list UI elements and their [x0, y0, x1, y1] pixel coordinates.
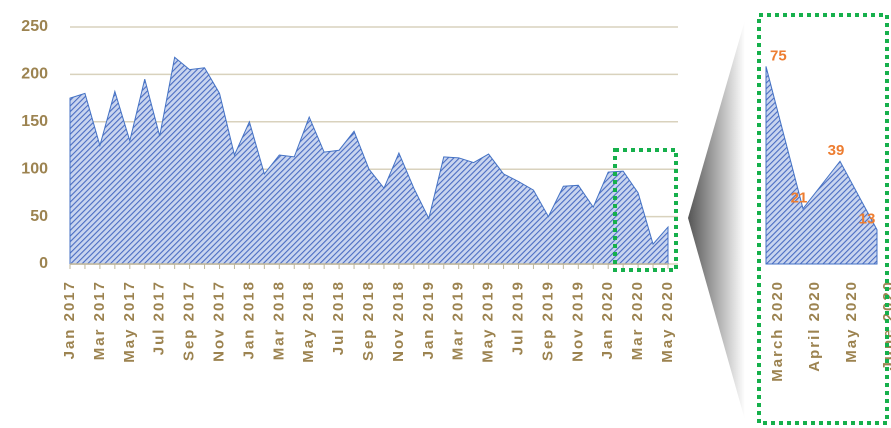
x-tick-label: June 2020: [880, 280, 891, 371]
x-tick-label: Nov 2017: [210, 280, 227, 362]
zoom-box: [613, 148, 678, 272]
data-label: 39: [828, 142, 845, 159]
x-tick-label: May 2018: [300, 280, 317, 363]
x-tick-label: Jul 2017: [151, 280, 168, 355]
x-tick-label: Mar 2020: [629, 280, 646, 360]
x-tick-label: Jan 2020: [599, 280, 616, 359]
zoom-funnel: [688, 20, 745, 420]
inset-chart: March 2020 April 2020 May 2020 June 2020 75 2…: [765, 47, 891, 382]
x-tick-label: Jul 2018: [330, 280, 347, 355]
y-tick-label: 150: [21, 113, 48, 130]
x-tick-label: May 2020: [659, 280, 676, 363]
y-tick-label: 250: [21, 18, 48, 35]
x-tick-label: Sep 2019: [539, 280, 556, 361]
data-label: 13: [859, 211, 876, 228]
y-tick-label: 100: [21, 160, 48, 177]
x-tick-label: Jan 2017: [61, 280, 78, 359]
x-tick-label: Nov 2018: [390, 280, 407, 362]
x-tick-label: Jan 2018: [240, 280, 257, 359]
x-tick-label: Jan 2019: [420, 280, 437, 359]
y-tick-label: 50: [30, 208, 48, 225]
x-tick-label: Nov 2019: [569, 280, 586, 362]
x-tick-label: May 2019: [480, 280, 497, 363]
area: [69, 56, 669, 265]
data-label: 21: [791, 190, 808, 207]
x-tick-label: Sep 2017: [181, 280, 198, 361]
x-tick-label: May 2020: [843, 280, 860, 363]
x-tick-label: Mar 2017: [91, 280, 108, 360]
y-tick-label: 200: [21, 66, 48, 83]
main-chart: 0 50 100 150 200 250 Jan 2017 Mar 2017 May 2017 J…: [21, 18, 678, 363]
data-label: 75: [770, 47, 787, 64]
x-tick-label: May 2017: [121, 280, 138, 363]
x-tick-label: March 2020: [769, 280, 786, 382]
inset-frame: [757, 13, 889, 425]
x-tick-label: Sep 2018: [360, 280, 377, 361]
x-tick-label: Mar 2019: [450, 280, 467, 360]
x-tick-label: April 2020: [806, 280, 823, 372]
y-tick-label: 0: [39, 255, 48, 272]
x-tick-label: Mar 2018: [270, 280, 287, 360]
x-tick-label: Jul 2019: [509, 280, 526, 355]
area: [765, 66, 878, 265]
